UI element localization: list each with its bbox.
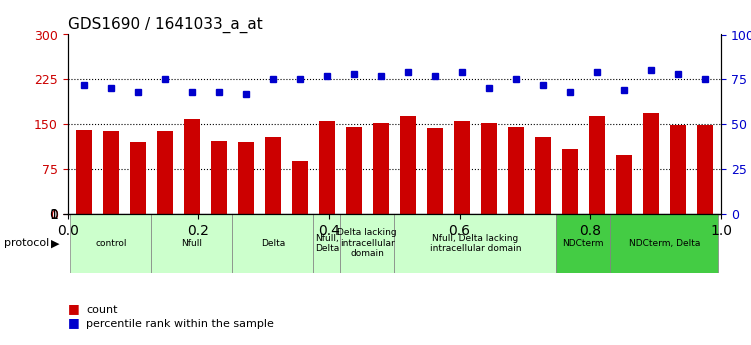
Bar [670, 125, 686, 214]
Bar [427, 128, 443, 214]
Bar [211, 141, 227, 214]
Bar [291, 161, 308, 214]
Text: Nfull, Delta lacking
intracellular domain: Nfull, Delta lacking intracellular domai… [430, 234, 521, 253]
Bar [340, 214, 367, 216]
Text: count: count [86, 305, 118, 315]
Bar [98, 214, 124, 216]
FancyBboxPatch shape [340, 214, 394, 273]
Bar [130, 142, 146, 214]
Bar [103, 131, 119, 214]
Bar [394, 214, 421, 216]
Bar [232, 214, 259, 216]
Bar [616, 155, 632, 214]
Bar [691, 214, 718, 216]
Bar [475, 214, 502, 216]
FancyBboxPatch shape [71, 214, 151, 273]
Bar [697, 125, 713, 214]
FancyBboxPatch shape [556, 214, 611, 273]
FancyBboxPatch shape [394, 214, 556, 273]
Bar [454, 121, 470, 214]
Bar [372, 123, 389, 214]
Bar [400, 116, 416, 214]
Bar [313, 214, 340, 216]
Bar [318, 121, 335, 214]
Bar [502, 214, 529, 216]
FancyBboxPatch shape [313, 214, 340, 273]
Text: Nfull: Nfull [181, 239, 202, 248]
Bar [529, 214, 556, 216]
Bar [71, 214, 98, 216]
Bar [157, 131, 173, 214]
Text: Nfull,
Delta: Nfull, Delta [315, 234, 339, 253]
Bar [535, 137, 551, 214]
Bar [367, 214, 394, 216]
Text: NDCterm: NDCterm [562, 239, 604, 248]
Text: GDS1690 / 1641033_a_at: GDS1690 / 1641033_a_at [68, 17, 262, 33]
Text: control: control [95, 239, 126, 248]
Bar [124, 214, 151, 216]
Bar [259, 214, 286, 216]
Bar [665, 214, 691, 216]
Bar [151, 214, 178, 216]
Text: ▶: ▶ [51, 238, 59, 248]
FancyBboxPatch shape [151, 214, 232, 273]
Bar [205, 214, 232, 216]
Bar [556, 214, 584, 216]
Bar [448, 214, 475, 216]
Text: Delta: Delta [261, 239, 285, 248]
Text: NDCterm, Delta: NDCterm, Delta [629, 239, 700, 248]
Text: ■: ■ [68, 302, 80, 315]
Text: protocol: protocol [4, 238, 49, 248]
Bar [508, 127, 524, 214]
Bar [345, 127, 362, 214]
Bar [481, 123, 497, 214]
Text: Delta lacking
intracellular
domain: Delta lacking intracellular domain [337, 228, 397, 258]
Bar [589, 116, 605, 214]
Bar [286, 214, 313, 216]
Bar [562, 149, 578, 214]
FancyBboxPatch shape [232, 214, 313, 273]
Bar [584, 214, 611, 216]
Bar [611, 214, 638, 216]
Text: percentile rank within the sample: percentile rank within the sample [86, 319, 274, 329]
Bar [184, 119, 200, 214]
Bar [76, 130, 92, 214]
FancyBboxPatch shape [611, 214, 718, 273]
Bar [421, 214, 448, 216]
Bar [643, 114, 659, 214]
Text: ■: ■ [68, 316, 80, 329]
Bar [638, 214, 665, 216]
Bar [237, 142, 254, 214]
Bar [264, 137, 281, 214]
Bar [178, 214, 205, 216]
